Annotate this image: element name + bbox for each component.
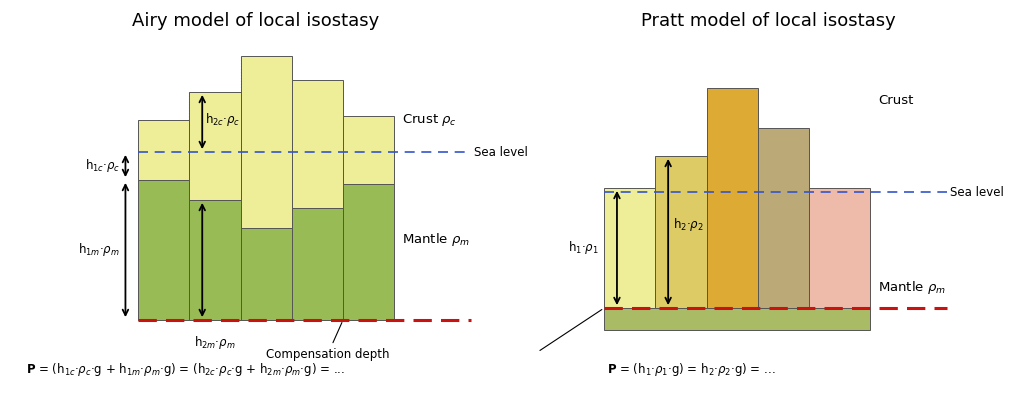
Text: h$_1$·$\rho_1$: h$_1$·$\rho_1$ — [568, 240, 599, 256]
Bar — [292, 80, 343, 208]
Text: h$_{2m}$·$\rho_m$: h$_{2m}$·$\rho_m$ — [195, 334, 236, 351]
Text: Mantle $\rho_m$: Mantle $\rho_m$ — [879, 279, 946, 296]
Text: $\bf{P}$ = (h$_{1c}$·$\rho_c$·g + h$_{1m}$·$\rho_m$·g) = (h$_{2c}$·$\rho_c$·g + : $\bf{P}$ = (h$_{1c}$·$\rho_c$·g + h$_{1m… — [26, 361, 345, 378]
Bar — [758, 128, 809, 308]
Bar — [189, 200, 241, 320]
Bar — [655, 156, 707, 308]
Text: Mantle $\rho_m$: Mantle $\rho_m$ — [402, 232, 470, 248]
Text: Airy model of local isostasy: Airy model of local isostasy — [132, 12, 380, 30]
Text: $\bf{P}$ = (h$_1$·$\rho_1$·g) = h$_2$·$\rho_2$·g) = ...: $\bf{P}$ = (h$_1$·$\rho_1$·g) = h$_2$·$\… — [607, 361, 775, 378]
Text: h$_2$·$\rho_2$: h$_2$·$\rho_2$ — [674, 216, 705, 232]
Text: Compensation depth: Compensation depth — [266, 322, 389, 361]
Bar — [343, 184, 394, 320]
Text: h$_{1m}$·$\rho_m$: h$_{1m}$·$\rho_m$ — [79, 242, 121, 258]
Bar — [138, 180, 189, 320]
Text: h$_{1c}$·$\rho_c$: h$_{1c}$·$\rho_c$ — [85, 158, 121, 174]
Bar — [604, 308, 870, 330]
Bar — [707, 88, 758, 308]
Text: h$_{2c}$·$\rho_c$: h$_{2c}$·$\rho_c$ — [205, 112, 240, 128]
Bar — [138, 120, 189, 180]
Text: Sea level: Sea level — [474, 146, 527, 158]
Bar — [343, 116, 394, 184]
Bar — [292, 208, 343, 320]
Bar — [189, 92, 241, 200]
Text: Sea level: Sea level — [950, 186, 1004, 198]
Bar — [604, 188, 655, 308]
Text: Crust $\rho_c$: Crust $\rho_c$ — [402, 112, 457, 128]
Text: Pratt model of local isostasy: Pratt model of local isostasy — [641, 12, 895, 30]
Bar — [809, 188, 870, 308]
Bar — [241, 56, 292, 228]
Bar — [241, 228, 292, 320]
Text: Crust: Crust — [879, 94, 913, 106]
